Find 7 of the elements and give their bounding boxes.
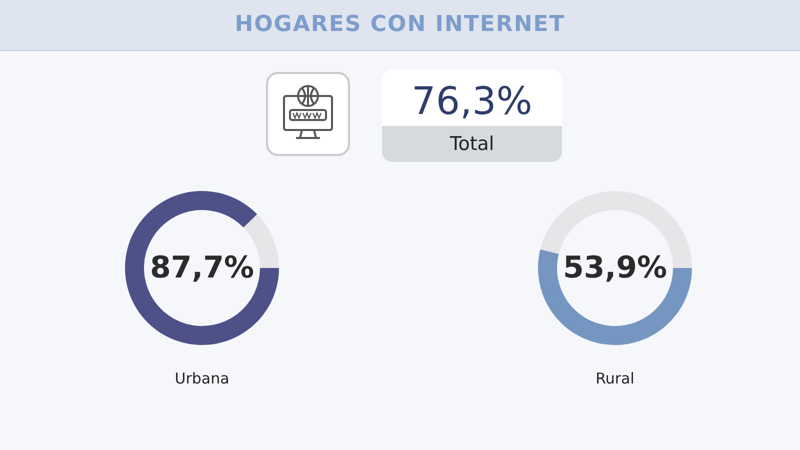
data-label: 87,7% — [150, 250, 254, 286]
data-label: 53,9% — [562, 250, 668, 286]
text: 76,3% — [410, 78, 534, 125]
slice-label: Urbana — [174, 370, 230, 388]
text: Total — [382, 126, 562, 162]
slice-label: Rural — [596, 370, 634, 388]
text: HOGARES CON INTERNET — [0, 0, 800, 51]
